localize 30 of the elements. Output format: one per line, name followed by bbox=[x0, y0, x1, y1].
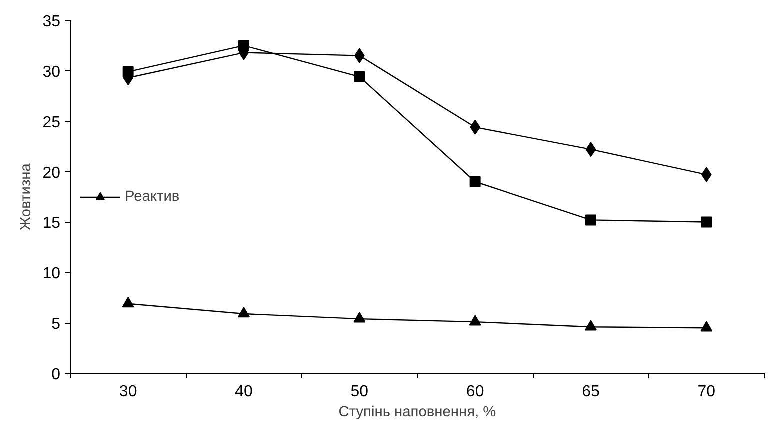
y-tick-label: 20 bbox=[42, 164, 61, 182]
point bbox=[122, 66, 134, 78]
y-tick-label: 5 bbox=[52, 316, 61, 334]
point bbox=[238, 307, 250, 318]
point bbox=[354, 312, 366, 323]
y-tick-label: 0 bbox=[52, 366, 61, 384]
y-axis-title: Жовтизна bbox=[18, 162, 35, 230]
point bbox=[470, 176, 481, 188]
x-tick-label: 40 bbox=[235, 384, 253, 400]
y-tick-label: 10 bbox=[42, 266, 61, 283]
point bbox=[700, 321, 713, 332]
point bbox=[585, 320, 597, 331]
point bbox=[586, 142, 596, 158]
x-tick-label: 60 bbox=[466, 384, 484, 400]
point bbox=[122, 297, 134, 308]
y-tick-label: 30 bbox=[42, 64, 61, 81]
point bbox=[469, 315, 482, 326]
x-axis-title: Ступінь наповнення, % bbox=[338, 404, 496, 420]
point bbox=[701, 216, 712, 228]
point bbox=[354, 71, 366, 82]
x-tick-label: 65 bbox=[582, 384, 600, 400]
x-tick-label: 50 bbox=[350, 384, 369, 400]
y-tick-label: 25 bbox=[42, 114, 61, 132]
x-tick-label: 30 bbox=[119, 384, 138, 400]
point bbox=[238, 40, 250, 52]
legend-label: Реактив bbox=[125, 188, 180, 204]
y-tick-label: 35 bbox=[42, 14, 61, 30]
x-tick-label: 70 bbox=[698, 384, 716, 400]
y-tick-label: 15 bbox=[42, 215, 61, 232]
point bbox=[586, 214, 596, 226]
